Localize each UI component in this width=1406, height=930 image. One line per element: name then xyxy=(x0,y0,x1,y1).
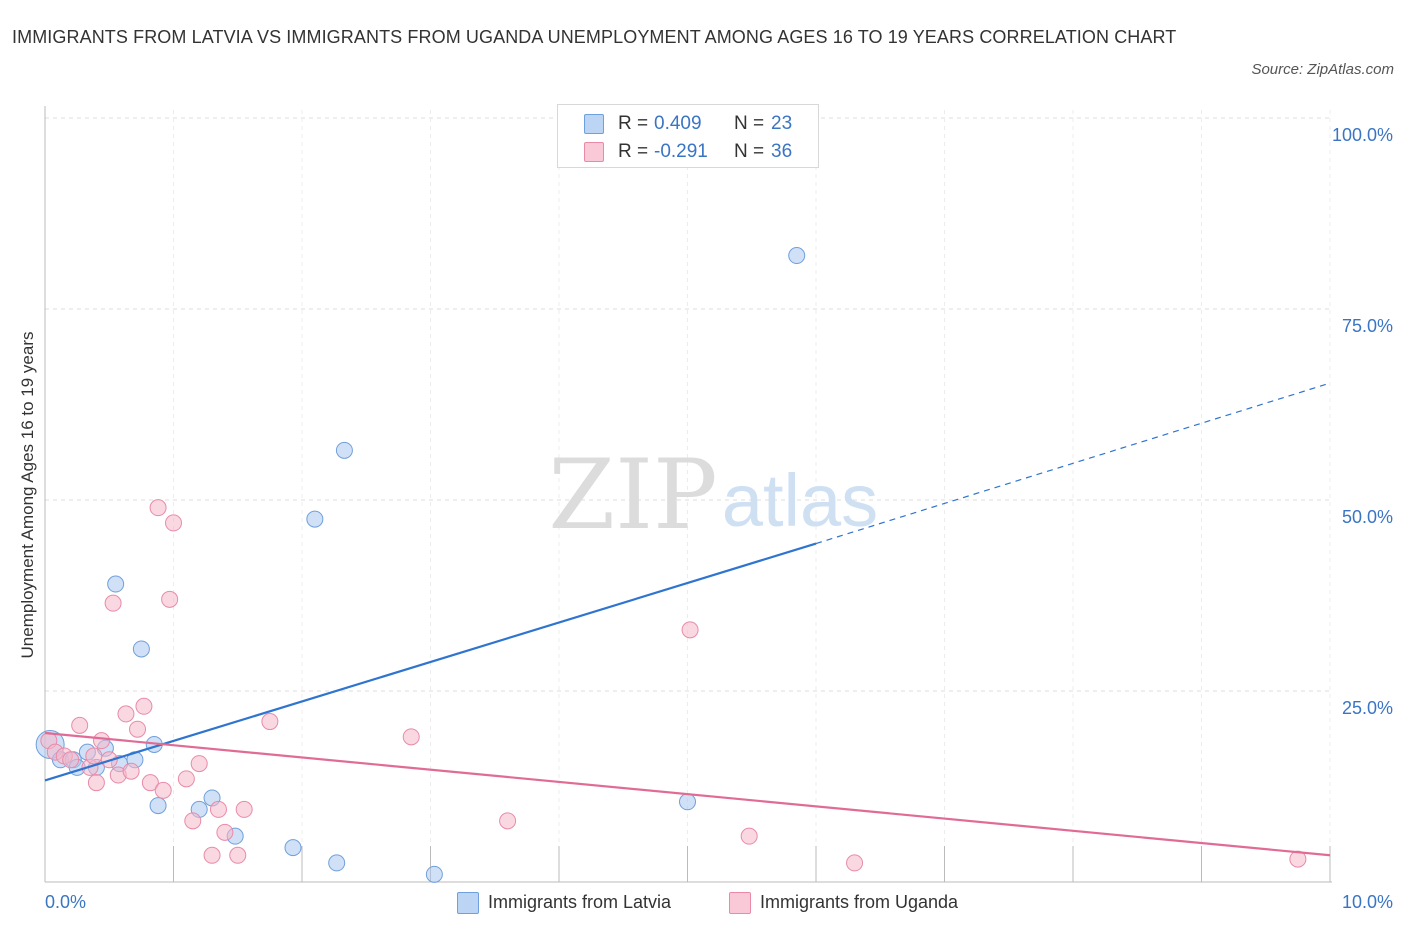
latvia-trend-line xyxy=(44,542,817,782)
uganda-point xyxy=(149,499,167,517)
uganda-r-value: -0.291 xyxy=(654,141,708,162)
uganda-point xyxy=(846,854,864,872)
uganda-point xyxy=(135,697,153,715)
latvia-point xyxy=(328,854,346,872)
uganda-point xyxy=(129,720,147,738)
trend-lines xyxy=(44,382,1331,857)
uganda-point xyxy=(681,621,699,639)
uganda-point xyxy=(104,594,122,612)
uganda-point xyxy=(499,812,517,830)
uganda-point xyxy=(122,762,140,780)
latvia-legend-label: Immigrants from Latvia xyxy=(488,892,672,912)
uganda-swatch xyxy=(584,142,604,162)
latvia-point xyxy=(679,793,696,811)
n-label: N = xyxy=(734,113,765,134)
chart-title: IMMIGRANTS FROM LATVIA VS IMMIGRANTS FRO… xyxy=(12,27,1177,47)
data-points xyxy=(35,247,1307,883)
latvia-n-value: 23 xyxy=(771,113,793,134)
uganda-point xyxy=(229,846,247,864)
tick-labels: 25.0% 50.0% 75.0% 100.0% 0.0% 10.0% xyxy=(45,125,1393,912)
uganda-point xyxy=(161,590,179,608)
latvia-point xyxy=(335,441,353,459)
uganda-point xyxy=(141,774,159,792)
latvia-trend-extension xyxy=(815,382,1331,545)
uganda-point xyxy=(93,732,111,750)
r-label: R = xyxy=(618,141,649,162)
y-tick-label: 25.0% xyxy=(1342,698,1393,718)
uganda-point xyxy=(209,800,227,818)
uganda-point xyxy=(165,514,182,532)
uganda-point xyxy=(71,716,89,734)
latvia-point xyxy=(132,640,150,658)
uganda-point xyxy=(216,823,234,841)
n-label: N = xyxy=(734,141,765,162)
uganda-point xyxy=(85,747,103,765)
uganda-point xyxy=(154,781,172,799)
uganda-point xyxy=(62,751,80,769)
latvia-legend-swatch xyxy=(457,892,479,914)
latvia-point xyxy=(284,839,302,857)
latvia-point xyxy=(149,797,167,815)
r-label: R = xyxy=(618,113,649,134)
uganda-point xyxy=(117,705,135,723)
x-tick-label: 10.0% xyxy=(1342,892,1393,912)
y-tick-label: 75.0% xyxy=(1342,316,1393,336)
uganda-point xyxy=(184,812,202,830)
watermark-zip: ZIP xyxy=(548,439,717,551)
uganda-point xyxy=(235,800,253,818)
watermark: ZIP atlas xyxy=(548,439,878,551)
x-tick-label: 0.0% xyxy=(45,892,86,912)
latvia-point xyxy=(107,575,125,593)
latvia-swatch xyxy=(584,114,604,134)
uganda-point xyxy=(177,770,195,788)
latvia-point xyxy=(788,247,806,265)
correlation-legend: R = 0.409 N = 23 R = -0.291 N = 36 xyxy=(557,104,819,168)
uganda-legend-label: Immigrants from Uganda xyxy=(760,892,959,912)
source-label: Source: ZipAtlas.com xyxy=(1251,61,1394,78)
y-tick-label: 50.0% xyxy=(1342,507,1393,527)
uganda-point xyxy=(1289,850,1307,868)
uganda-trend-line xyxy=(44,731,1331,857)
uganda-point xyxy=(87,774,105,792)
watermark-atlas: atlas xyxy=(722,459,878,542)
uganda-point xyxy=(402,728,420,746)
y-tick-label: 100.0% xyxy=(1332,125,1393,145)
y-axis-label: Unemployment Among Ages 16 to 19 years xyxy=(18,331,37,659)
uganda-n-value: 36 xyxy=(771,141,793,162)
uganda-point xyxy=(203,846,221,864)
latvia-r-value: 0.409 xyxy=(654,113,702,134)
uganda-point xyxy=(190,755,208,773)
uganda-point xyxy=(740,827,758,845)
uganda-legend-swatch xyxy=(729,892,751,914)
latvia-point xyxy=(425,865,443,883)
latvia-point xyxy=(306,510,324,528)
uganda-point xyxy=(261,713,279,731)
